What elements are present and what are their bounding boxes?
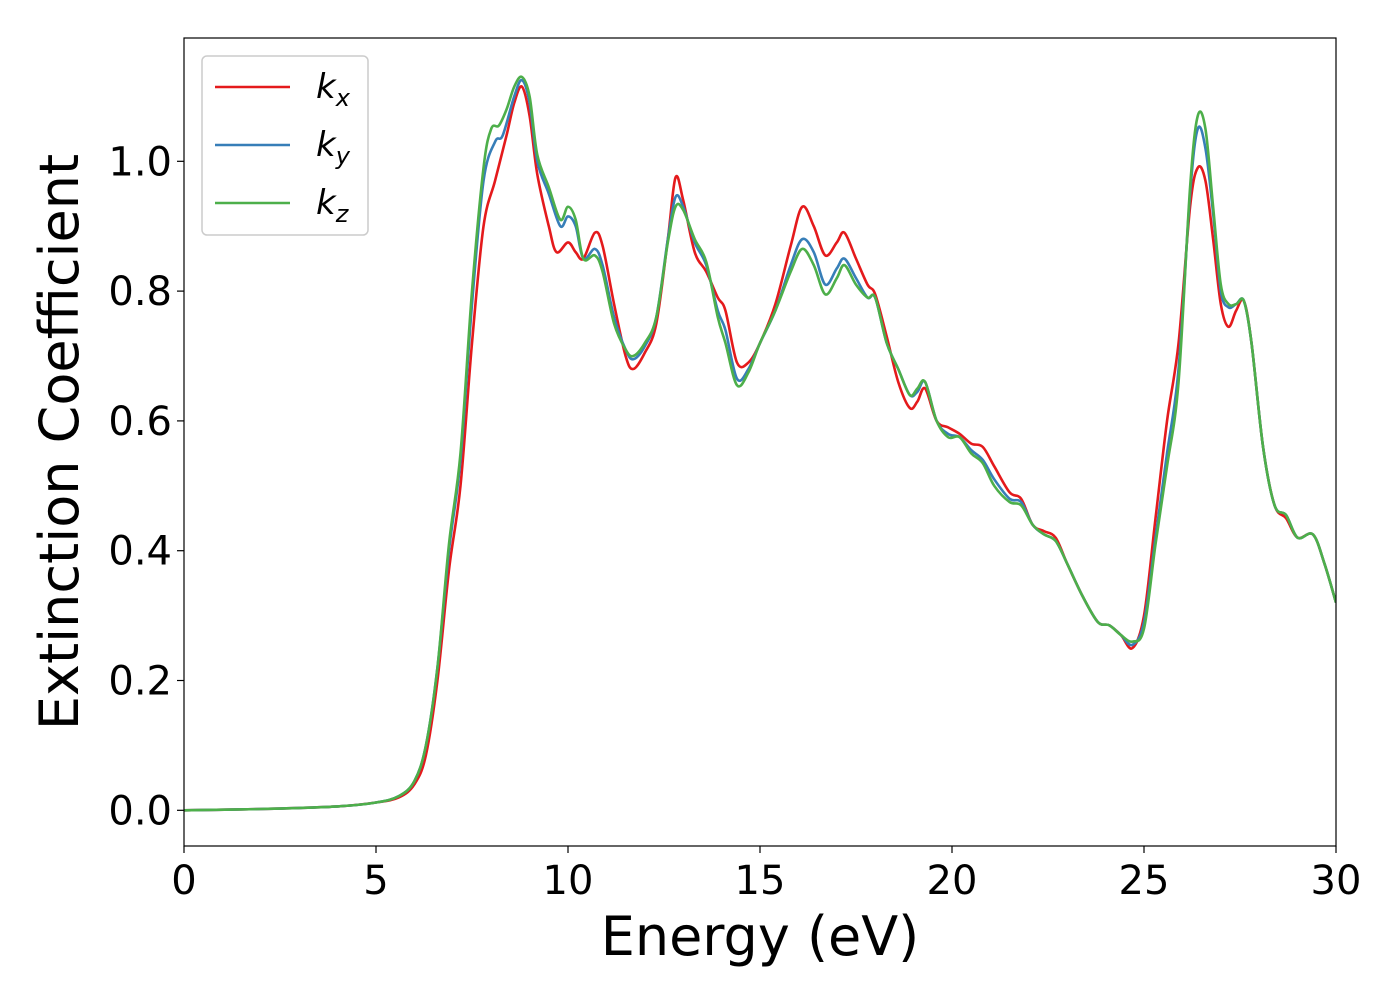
x-tick-label: 30	[1311, 858, 1362, 904]
y-tick-label: 0.6	[108, 399, 172, 445]
legend-label: ky	[316, 125, 351, 170]
y-tick-label: 0.2	[108, 659, 172, 705]
series-line-k-z	[184, 75, 1336, 812]
x-tick-label: 20	[927, 858, 978, 904]
x-tick-label: 15	[735, 858, 786, 904]
y-tick-label: 0.8	[108, 269, 172, 315]
x-axis: 0 5 10 15 20 25 30	[171, 846, 1361, 904]
y-tick-label: 0.0	[108, 788, 172, 834]
legend-label: kx	[316, 67, 351, 112]
x-tick-label: 25	[1119, 858, 1170, 904]
x-tick-label: 10	[543, 858, 594, 904]
x-tick-label: 0	[171, 858, 196, 904]
y-axis: 0.0 0.2 0.4 0.6 0.8 1.0	[108, 139, 184, 834]
legend: kx ky kz	[201, 55, 369, 236]
y-axis-title: Extinction Coefficient	[28, 154, 91, 730]
y-tick-label: 1.0	[108, 139, 172, 185]
y-tick-label: 0.4	[108, 529, 172, 575]
x-axis-title: Energy (eV)	[601, 905, 920, 968]
legend-label: kz	[316, 183, 350, 228]
x-tick-label: 5	[363, 858, 388, 904]
series-layer	[184, 75, 1336, 812]
